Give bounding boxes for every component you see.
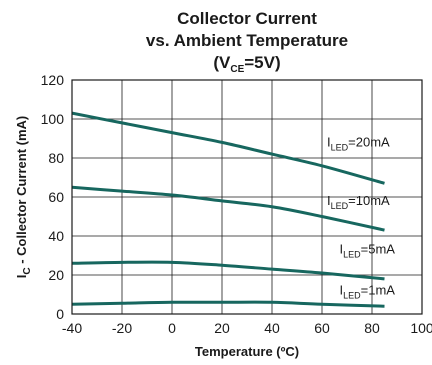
- title-line-3-close: =5V): [244, 53, 280, 72]
- x-tick-label-2: 0: [168, 320, 176, 336]
- y-axis-title: IC - Collector Current (mA): [14, 116, 33, 279]
- series-line-0: [71, 111, 385, 185]
- x-tick-label-7: 100: [410, 320, 432, 336]
- x-axis-title: Temperature (ºC): [195, 344, 299, 359]
- y-axis-title-sub: C: [22, 267, 33, 274]
- series-label-0: ILED=20mA: [327, 134, 390, 152]
- series-label-value-0: =20mA: [348, 134, 390, 149]
- y-tick-label-6: 120: [41, 72, 65, 88]
- x-tick-label-3: 20: [214, 320, 230, 336]
- x-tick-label-6: 80: [364, 320, 380, 336]
- y-tick-label-1: 20: [48, 267, 64, 283]
- series-label-sub-3: LED: [343, 291, 361, 301]
- title-line-3-sub: CE: [230, 64, 244, 75]
- y-tick-label-2: 40: [48, 228, 64, 244]
- plot-frame: [71, 79, 423, 315]
- series-label-main-1: I: [327, 193, 331, 208]
- series-line-2: [71, 260, 385, 281]
- series-label-value-2: =5mA: [361, 242, 396, 257]
- y-axis-title-main: I: [14, 275, 29, 279]
- plot-border: [71, 79, 423, 315]
- series-line-1: [71, 185, 385, 232]
- x-tick-label-1: -20: [112, 320, 132, 336]
- series-label-sub-1: LED: [331, 201, 349, 211]
- title-line-3: (VCE=5V): [213, 53, 280, 75]
- title-line-2: vs. Ambient Temperature: [146, 31, 348, 50]
- grid: [72, 80, 422, 314]
- series-label-sub-0: LED: [331, 142, 349, 152]
- series-label-3: ILED=1mA: [340, 283, 396, 301]
- y-tick-label-5: 100: [41, 111, 65, 127]
- chart-title: Collector Current vs. Ambient Temperatur…: [146, 9, 348, 75]
- y-tick-label-4: 80: [48, 150, 64, 166]
- title-line-3-open: (V: [213, 53, 231, 72]
- x-tick-label-5: 60: [314, 320, 330, 336]
- series-label-main-3: I: [340, 283, 344, 298]
- title-line-1: Collector Current: [177, 9, 317, 28]
- series-line-3: [71, 300, 385, 308]
- x-tick-label-4: 40: [264, 320, 280, 336]
- series-label-main-0: I: [327, 134, 331, 149]
- series-label-value-3: =1mA: [361, 283, 396, 298]
- series-label-main-2: I: [340, 242, 344, 257]
- y-axis-title-rest: - Collector Current (mA): [14, 116, 29, 268]
- x-tick-label-0: -40: [62, 320, 82, 336]
- tick-labels: -40 -20 0 20 40 60 80 100 0 20 40 60 80 100 120: [41, 72, 432, 336]
- y-tick-label-3: 60: [48, 189, 64, 205]
- series-label-value-1: =10mA: [348, 193, 390, 208]
- series-label-sub-2: LED: [343, 250, 361, 260]
- series-lines: [71, 111, 385, 308]
- series-label-2: ILED=5mA: [340, 242, 396, 260]
- series-label-1: ILED=10mA: [327, 193, 390, 211]
- y-tick-label-0: 0: [56, 306, 64, 322]
